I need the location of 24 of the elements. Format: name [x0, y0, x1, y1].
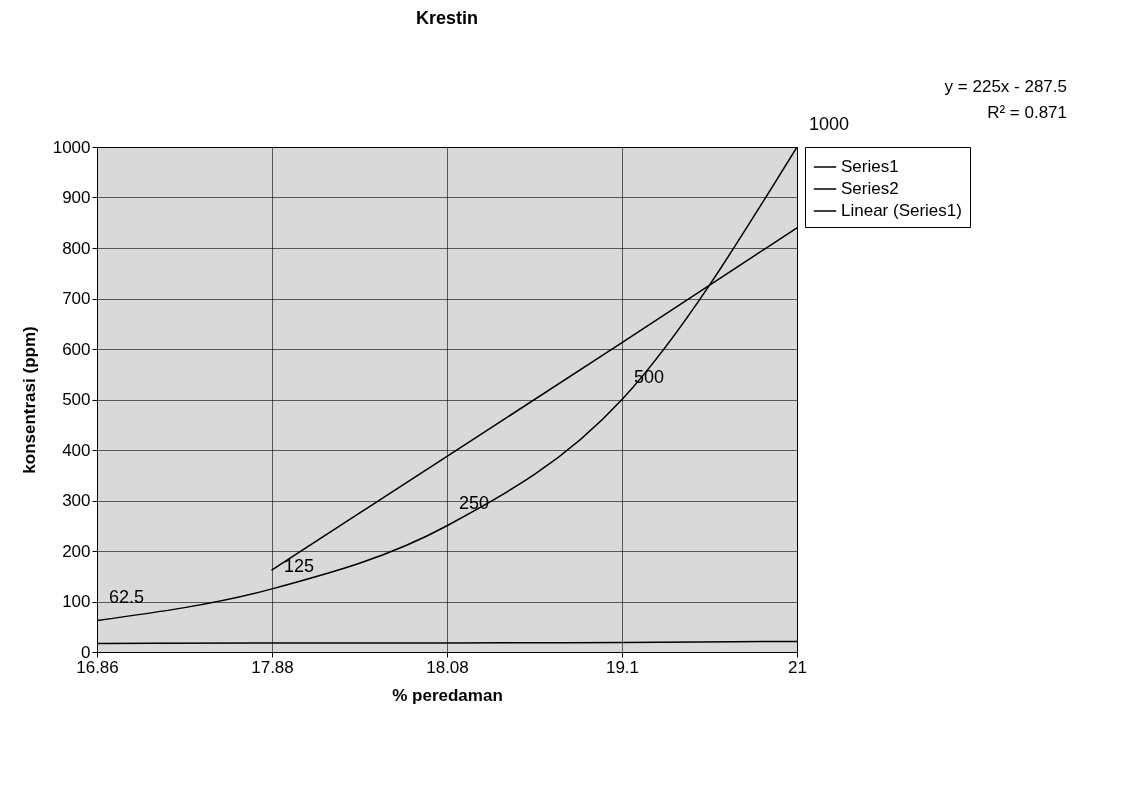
x-tick-label: 17.88: [251, 657, 294, 677]
x-tick-label: 21: [788, 657, 807, 677]
y-tick-label: 800: [62, 238, 91, 258]
chart-title: Krestin: [415, 8, 479, 28]
y-tick-label: 900: [62, 188, 91, 207]
y-tick-label: 200: [62, 541, 91, 561]
x-axis-title: % peredaman: [392, 685, 503, 705]
text: R² = 0.871: [987, 103, 1067, 122]
y-tick-label: 300: [62, 491, 91, 510]
y-tick-label: 400: [62, 440, 91, 460]
text: y = 225x - 287.5: [944, 77, 1067, 96]
y-axis-title: konsentrasi (ppm): [19, 326, 39, 474]
x-tick-label: 19.1: [605, 657, 640, 677]
x-tick-label: 18.08: [426, 657, 469, 677]
legend-label: Series2: [841, 179, 899, 198]
legend-label: Series1: [841, 157, 899, 176]
y-tick-label: 700: [62, 289, 91, 308]
y-tick-label: 1000: [52, 137, 91, 157]
data-label: 125: [284, 555, 315, 576]
legend-label: Linear (Series1): [841, 201, 962, 220]
data-label: 1000: [809, 114, 850, 134]
y-tick-label: 100: [62, 592, 91, 611]
y-tick-label: 600: [62, 339, 91, 359]
y-tick-label: 500: [62, 390, 91, 409]
